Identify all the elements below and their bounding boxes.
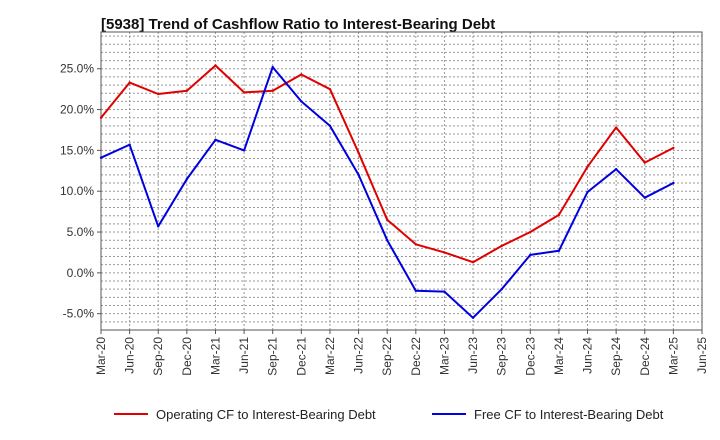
- data-point: [529, 253, 532, 257]
- x-tick-label: Dec-20: [180, 337, 194, 376]
- plot-frame: [100, 31, 703, 331]
- x-tick-label: Mar-20: [94, 337, 108, 375]
- data-point: [529, 230, 532, 234]
- x-tick-label: Jun-25: [695, 337, 709, 374]
- y-tick-label: 10.0%: [60, 184, 94, 198]
- y-tick-label: 25.0%: [60, 62, 94, 76]
- data-point: [157, 225, 160, 228]
- x-tick-label: Mar-23: [437, 337, 451, 375]
- x-tick-label: Jun-22: [352, 337, 366, 374]
- data-point: [672, 181, 675, 185]
- y-tick-label: 5.0%: [67, 225, 95, 239]
- data-point: [443, 290, 446, 293]
- data-point: [214, 64, 217, 67]
- x-tick-label: Sep-23: [495, 337, 509, 376]
- data-point: [385, 238, 389, 242]
- data-point: [328, 87, 332, 91]
- data-point: [672, 146, 675, 150]
- x-tick-label: Sep-21: [266, 337, 280, 376]
- data-point: [271, 65, 274, 69]
- x-tick-label: Mar-21: [208, 337, 222, 375]
- x-tick-label: Dec-23: [523, 337, 537, 376]
- data-point: [328, 124, 332, 128]
- data-point: [586, 190, 589, 194]
- x-tick-label: Jun-21: [237, 337, 251, 374]
- data-point: [185, 89, 189, 92]
- data-point: [614, 126, 618, 129]
- x-tick-label: Sep-24: [609, 337, 623, 376]
- data-point: [157, 92, 160, 96]
- data-point: [414, 289, 418, 293]
- y-tick-label: 15.0%: [60, 143, 94, 157]
- data-point: [99, 156, 103, 159]
- data-point: [643, 196, 646, 199]
- data-point: [300, 73, 303, 76]
- data-point: [242, 91, 246, 94]
- legend-label-2: Free CF to Interest-Bearing Debt: [474, 407, 664, 422]
- data-point: [471, 316, 475, 319]
- data-point: [99, 116, 103, 119]
- data-point: [300, 100, 303, 103]
- data-point: [443, 251, 446, 254]
- data-point: [500, 287, 503, 291]
- x-tick-label: Jun-24: [581, 337, 595, 374]
- data-point: [643, 161, 646, 164]
- legend-label-1: Operating CF to Interest-Bearing Debt: [156, 407, 376, 422]
- y-tick-label: 0.0%: [67, 266, 95, 280]
- data-point: [214, 138, 217, 141]
- data-point: [242, 149, 246, 152]
- x-tick-label: Mar-24: [552, 337, 566, 375]
- chart-title: [5938] Trend of Cashflow Ratio to Intere…: [101, 16, 496, 33]
- data-point: [557, 213, 561, 217]
- data-point: [414, 243, 418, 246]
- x-tick-label: Sep-22: [380, 337, 394, 376]
- data-point: [128, 81, 131, 84]
- y-tick-label: -5.0%: [63, 307, 95, 321]
- x-tick-label: Dec-24: [638, 337, 652, 376]
- data-point: [357, 173, 360, 177]
- data-point: [357, 151, 360, 155]
- x-tick-label: Sep-20: [151, 337, 165, 376]
- data-point: [500, 244, 503, 248]
- x-tick-label: Mar-25: [666, 337, 680, 375]
- data-point: [557, 249, 561, 253]
- data-point: [614, 167, 618, 171]
- x-tick-label: Dec-21: [294, 337, 308, 376]
- data-point: [185, 177, 189, 181]
- x-tick-label: Jun-23: [466, 337, 480, 374]
- data-point: [271, 89, 274, 92]
- x-tick-label: Jun-20: [123, 337, 137, 374]
- data-point: [385, 218, 389, 221]
- x-tick-label: Mar-22: [323, 337, 337, 375]
- x-tick-label: Dec-22: [409, 337, 423, 376]
- y-tick-label: 20.0%: [60, 103, 94, 117]
- data-point: [471, 261, 475, 264]
- data-point: [128, 143, 131, 146]
- data-point: [586, 165, 589, 168]
